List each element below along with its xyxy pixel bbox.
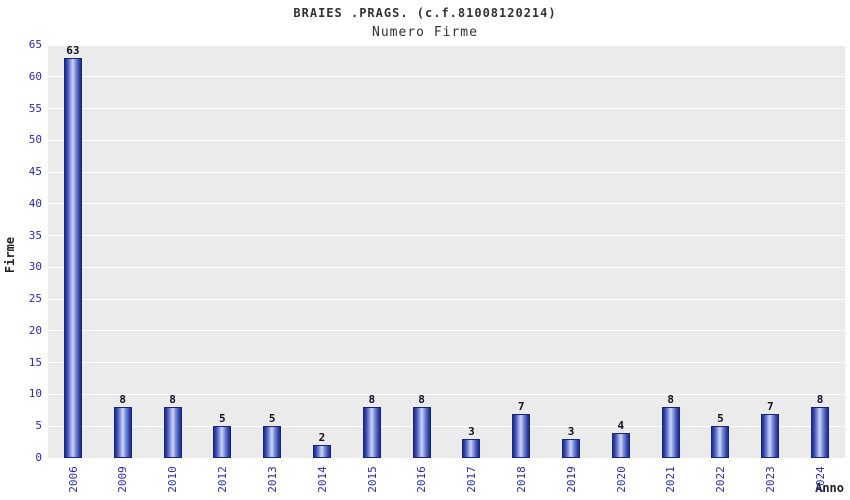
gridline xyxy=(48,393,845,395)
x-tick-label: 2014 xyxy=(315,466,329,493)
bar-value-label: 3 xyxy=(567,425,575,438)
bar-value-label: 7 xyxy=(766,400,774,413)
y-tick-label: 25 xyxy=(28,292,42,306)
bar-value-label: 3 xyxy=(468,425,475,438)
bar xyxy=(113,407,132,458)
bar-value-label: 8 xyxy=(816,393,824,406)
bar xyxy=(661,407,680,458)
y-tick-label: 65 xyxy=(28,38,42,51)
bar xyxy=(462,439,481,458)
x-tick-label: 2006 xyxy=(66,466,80,493)
bar-value-label: 2 xyxy=(318,431,326,444)
gridline xyxy=(48,266,845,268)
bar-value-label: 8 xyxy=(418,393,425,406)
bar-value-label: 8 xyxy=(169,393,176,406)
bar xyxy=(412,407,431,458)
y-tick-label: 0 xyxy=(35,451,42,464)
bar-value-label: 4 xyxy=(617,419,625,432)
gridline xyxy=(48,171,845,173)
bar-value-label: 5 xyxy=(717,412,724,425)
x-tick-label: 2012 xyxy=(215,466,229,493)
bar xyxy=(562,439,581,458)
bar xyxy=(611,433,630,458)
gridline xyxy=(48,330,845,332)
bar xyxy=(63,58,82,458)
gridline xyxy=(48,362,845,364)
gridline xyxy=(48,298,845,300)
x-tick-label: 2022 xyxy=(713,466,727,493)
y-tick-label: 55 xyxy=(28,101,42,115)
chart-title: BRAIES .PRAGS. (c.f.81008120214) xyxy=(293,6,557,20)
bar-value-label: 7 xyxy=(517,400,525,413)
bar-value-label: 5 xyxy=(219,412,226,425)
bar xyxy=(711,426,730,458)
chart-subtitle: Numero Firme xyxy=(372,25,478,40)
bar xyxy=(263,426,282,458)
x-axis-label: Anno xyxy=(815,481,844,495)
y-tick-label: 50 xyxy=(28,133,42,147)
x-tick-label: 2015 xyxy=(365,466,379,493)
x-tick-label: 2023 xyxy=(763,466,777,493)
bar xyxy=(213,426,232,458)
y-tick-label: 60 xyxy=(28,69,42,83)
x-tick-label: 2013 xyxy=(265,466,279,493)
gridline xyxy=(48,139,845,141)
x-tick-label: 2017 xyxy=(464,466,478,493)
x-tick-label: 2019 xyxy=(564,466,578,493)
bar-value-label: 63 xyxy=(66,44,80,57)
x-tick-label: 2024 xyxy=(813,466,827,493)
x-tick-label: 2016 xyxy=(415,466,429,493)
gridline xyxy=(48,425,845,427)
y-tick-label: 5 xyxy=(35,419,42,433)
plot-area xyxy=(48,44,845,459)
bar-value-label: 8 xyxy=(119,393,127,406)
gridline xyxy=(48,108,845,110)
bar xyxy=(761,414,780,458)
bar xyxy=(163,407,182,458)
x-tick-label: 2010 xyxy=(166,466,180,493)
x-tick-label: 2018 xyxy=(514,466,528,493)
y-tick-label: 10 xyxy=(28,387,42,401)
x-tick-label: 2021 xyxy=(664,466,678,493)
y-axis-label: Firme xyxy=(3,236,17,274)
bar-value-label: 8 xyxy=(667,393,674,406)
bar xyxy=(312,445,331,458)
y-tick-label: 30 xyxy=(28,260,42,274)
gridline xyxy=(48,235,845,237)
y-tick-label: 20 xyxy=(28,323,42,337)
gridline xyxy=(48,457,845,459)
y-tick-label: 45 xyxy=(28,165,42,179)
bar-value-label: 5 xyxy=(268,412,276,425)
bar xyxy=(362,407,381,458)
y-tick-label: 35 xyxy=(28,228,42,242)
x-tick-label: 2020 xyxy=(614,466,628,493)
gridline xyxy=(48,76,845,78)
y-tick-label: 40 xyxy=(28,196,42,210)
gridline xyxy=(48,44,845,46)
bar xyxy=(811,407,830,458)
y-tick-label: 15 xyxy=(28,355,42,369)
bar-value-label: 8 xyxy=(368,393,376,406)
x-tick-label: 2009 xyxy=(116,466,130,493)
bar xyxy=(512,414,531,458)
gridline xyxy=(48,203,845,205)
